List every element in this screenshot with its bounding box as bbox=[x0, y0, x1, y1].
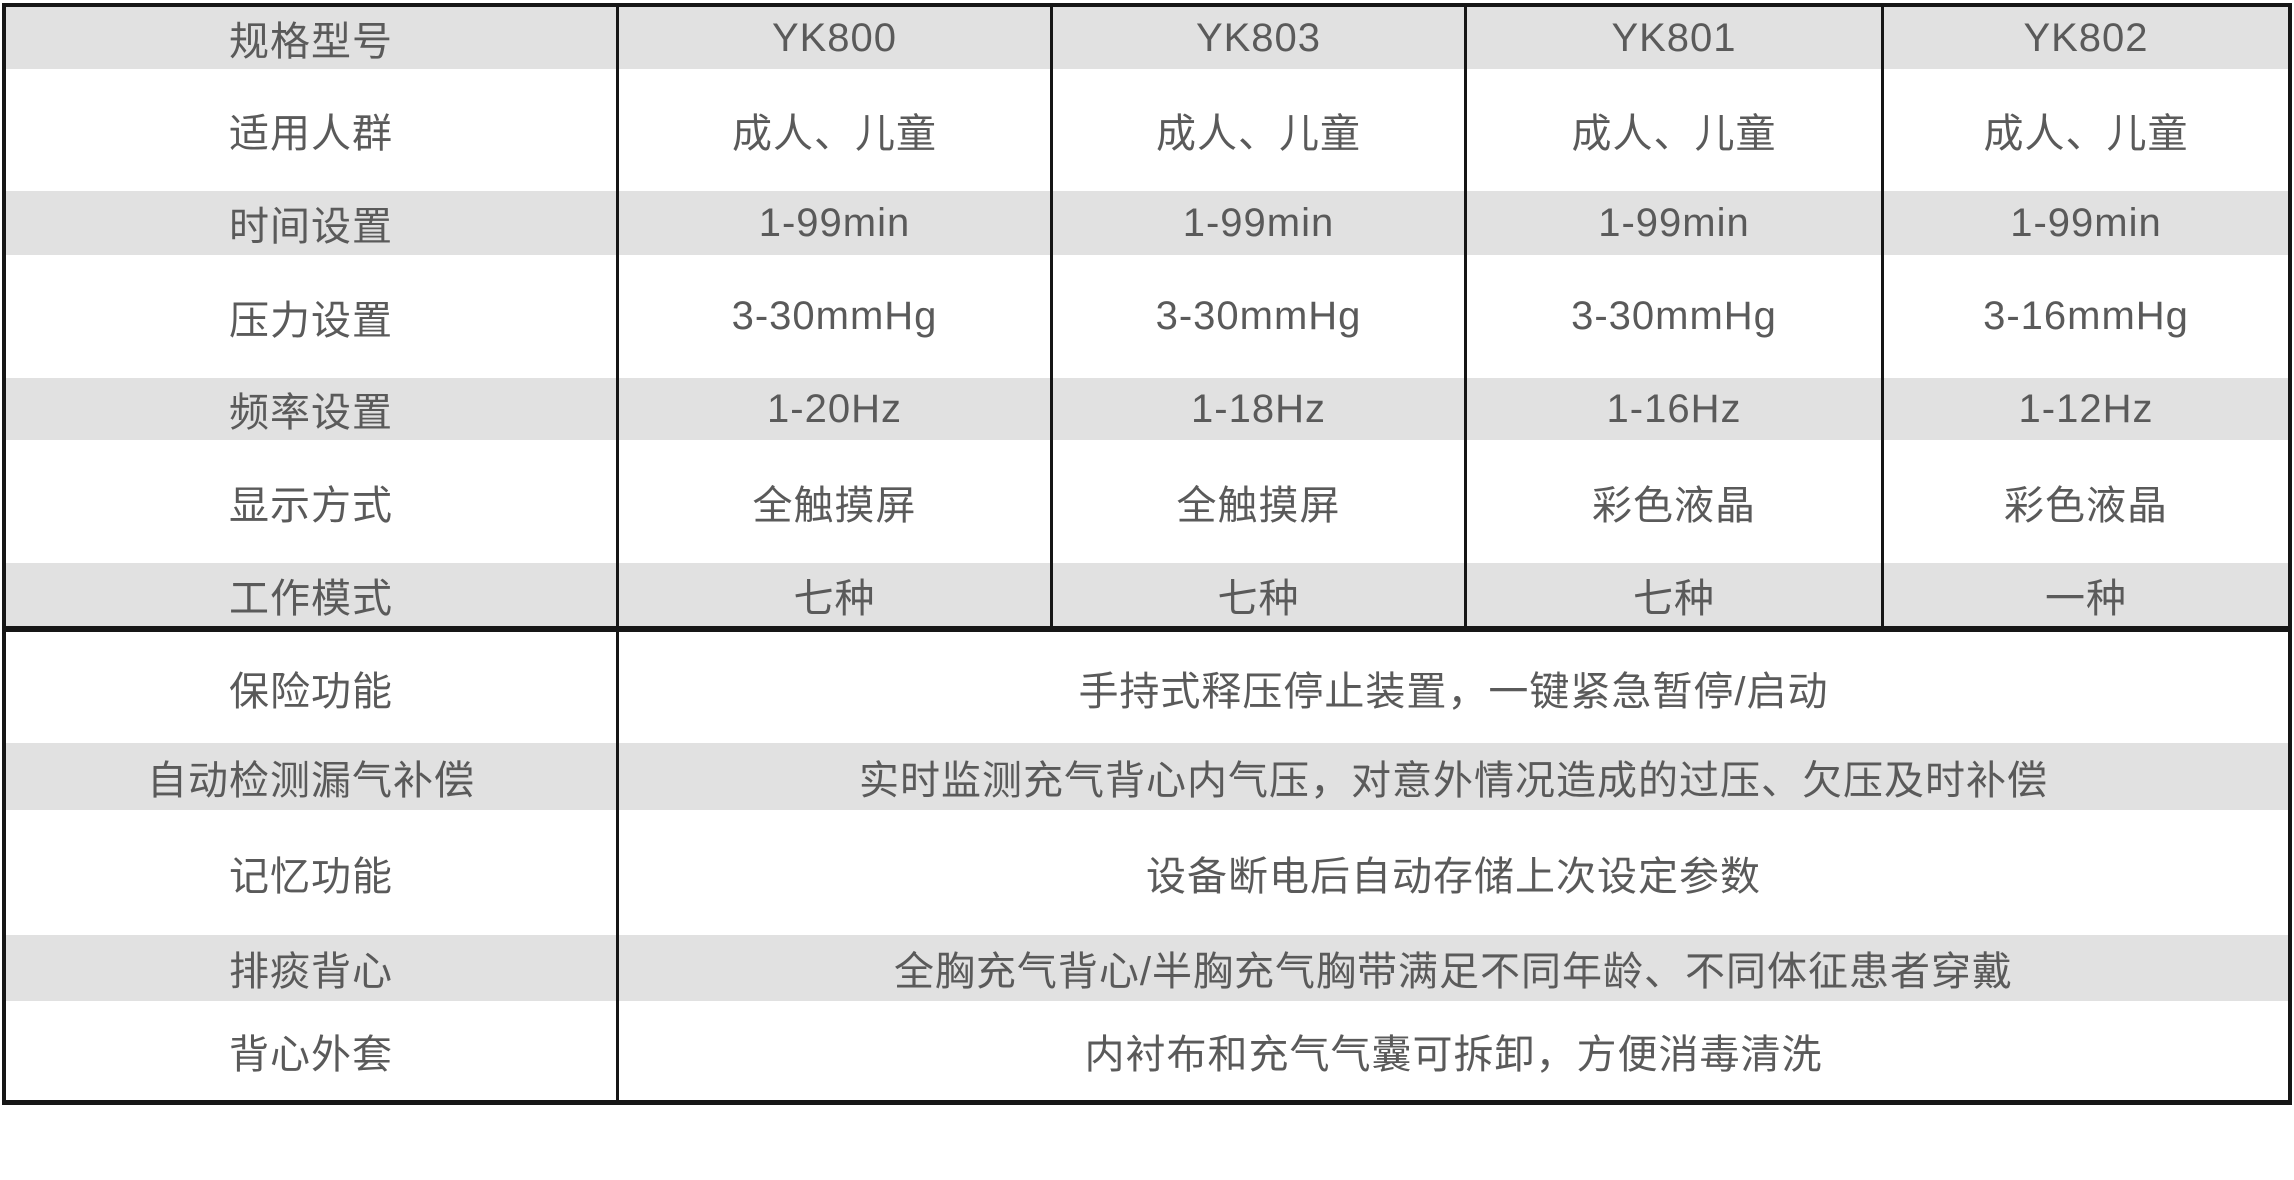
spec-value: 七种 bbox=[1464, 563, 1881, 626]
feature-value: 设备断电后自动存储上次设定参数 bbox=[616, 810, 2288, 935]
feature-value: 手持式释压停止装置，一键紧急暂停/启动 bbox=[616, 632, 2288, 743]
row-label: 保险功能 bbox=[229, 669, 393, 714]
feature-row-memory: 记忆功能 设备断电后自动存储上次设定参数 bbox=[6, 810, 2288, 935]
header-label: 规格型号 bbox=[229, 20, 393, 64]
spec-value: 3-30mmHg bbox=[616, 255, 1050, 378]
feature-row-leak-compensation: 自动检测漏气补偿 实时监测充气背心内气压，对意外情况造成的过压、欠压及时补偿 bbox=[6, 743, 2288, 810]
section-divider bbox=[6, 626, 2288, 632]
spec-value: 一种 bbox=[1881, 563, 2288, 626]
spec-value: 成人、儿童 bbox=[1464, 69, 1881, 191]
spec-value: 全触摸屏 bbox=[1050, 440, 1464, 563]
spec-row-time-setting: 时间设置 1-99min 1-99min 1-99min 1-99min bbox=[6, 191, 2288, 255]
spec-row-frequency-setting: 频率设置 1-20Hz 1-18Hz 1-16Hz 1-12Hz bbox=[6, 378, 2288, 440]
feature-value: 全胸充气背心/半胸充气胸带满足不同年龄、不同体征患者穿戴 bbox=[616, 935, 2288, 1001]
spec-value: 全触摸屏 bbox=[616, 440, 1050, 563]
spec-value: 成人、儿童 bbox=[1881, 69, 2288, 191]
spec-value: 1-99min bbox=[1881, 191, 2288, 255]
spec-value: 1-99min bbox=[616, 191, 1050, 255]
spec-value: 1-16Hz bbox=[1464, 378, 1881, 440]
spec-row-work-modes: 工作模式 七种 七种 七种 一种 bbox=[6, 563, 2288, 626]
row-label: 背心外套 bbox=[229, 1032, 393, 1077]
feature-row-vest: 排痰背心 全胸充气背心/半胸充气胸带满足不同年龄、不同体征患者穿戴 bbox=[6, 935, 2288, 1001]
feature-value: 实时监测充气背心内气压，对意外情况造成的过压、欠压及时补偿 bbox=[616, 743, 2288, 810]
spec-value: 3-30mmHg bbox=[1050, 255, 1464, 378]
spec-value: 1-20Hz bbox=[616, 378, 1050, 440]
feature-row-vest-cover: 背心外套 内衬布和充气气囊可拆卸，方便消毒清洗 bbox=[6, 1001, 2288, 1100]
spec-value: 七种 bbox=[616, 563, 1050, 626]
spec-row-target-users: 适用人群 成人、儿童 成人、儿童 成人、儿童 成人、儿童 bbox=[6, 69, 2288, 191]
spec-value: 成人、儿童 bbox=[1050, 69, 1464, 191]
spec-value: 3-16mmHg bbox=[1881, 255, 2288, 378]
model-name-yk800: YK800 bbox=[616, 7, 1050, 69]
spec-value: 成人、儿童 bbox=[616, 69, 1050, 191]
spec-value: 七种 bbox=[1050, 563, 1464, 626]
spec-row-pressure-setting: 压力设置 3-30mmHg 3-30mmHg 3-30mmHg 3-16mmHg bbox=[6, 255, 2288, 378]
spec-value: 彩色液晶 bbox=[1881, 440, 2288, 563]
row-label: 显示方式 bbox=[229, 483, 393, 528]
feature-row-safety: 保险功能 手持式释压停止装置，一键紧急暂停/启动 bbox=[6, 632, 2288, 743]
row-label: 时间设置 bbox=[229, 205, 393, 249]
model-name-yk803: YK803 bbox=[1050, 7, 1464, 69]
spec-table: 规格型号 YK800 YK803 YK801 YK802 适用人群 成人、儿童 … bbox=[2, 3, 2292, 1105]
row-label: 排痰背心 bbox=[229, 950, 393, 994]
model-name-yk801: YK801 bbox=[1464, 7, 1881, 69]
spec-value: 1-99min bbox=[1464, 191, 1881, 255]
row-label: 压力设置 bbox=[229, 298, 393, 343]
spec-row-display-type: 显示方式 全触摸屏 全触摸屏 彩色液晶 彩色液晶 bbox=[6, 440, 2288, 563]
feature-value: 内衬布和充气气囊可拆卸，方便消毒清洗 bbox=[616, 1001, 2288, 1100]
row-label: 自动检测漏气补偿 bbox=[147, 758, 475, 803]
spec-value: 彩色液晶 bbox=[1464, 440, 1881, 563]
spec-value: 1-18Hz bbox=[1050, 378, 1464, 440]
spec-value: 1-12Hz bbox=[1881, 378, 2288, 440]
spec-table-header-row: 规格型号 YK800 YK803 YK801 YK802 bbox=[6, 7, 2288, 69]
row-label: 工作模式 bbox=[229, 576, 393, 621]
row-label: 频率设置 bbox=[229, 391, 393, 435]
row-label: 记忆功能 bbox=[229, 854, 393, 899]
row-label: 适用人群 bbox=[229, 112, 393, 156]
spec-value: 3-30mmHg bbox=[1464, 255, 1881, 378]
spec-value: 1-99min bbox=[1050, 191, 1464, 255]
model-name-yk802: YK802 bbox=[1881, 7, 2288, 69]
